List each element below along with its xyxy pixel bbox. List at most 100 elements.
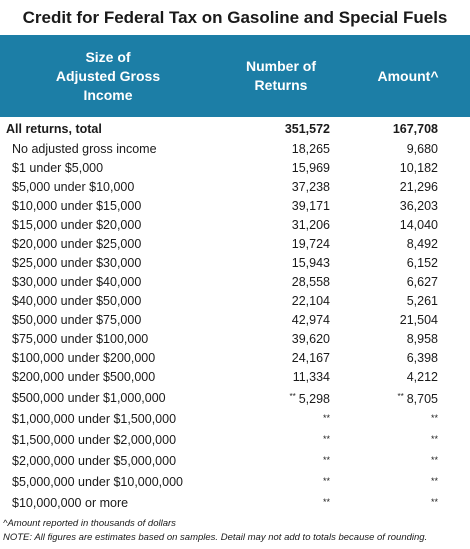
row-amount-cell: **	[346, 409, 470, 430]
table-row: $15,000 under $20,000 31,206 14,040	[0, 216, 470, 235]
footnotes: ^Amount reported in thousands of dollars…	[0, 517, 470, 545]
row-returns-cell: **	[216, 493, 346, 514]
header-agi-size: Size of Adjusted Gross Income	[0, 35, 216, 117]
row-amount-value: 8,492	[406, 237, 438, 251]
row-amount-cell: ** 8,705	[346, 387, 470, 409]
row-returns-cell: 24,167	[216, 349, 346, 368]
row-returns-cell: 18,265	[216, 140, 346, 159]
row-label: $10,000,000 or more	[12, 496, 129, 510]
row-returns-value: 28,558	[291, 275, 330, 289]
row-returns-cell: **	[216, 472, 346, 493]
row-returns-value: 31,206	[291, 218, 330, 232]
header-amount: Amount^	[346, 35, 470, 117]
data-table: Size of Adjusted Gross Income Number of …	[0, 35, 470, 514]
row-returns-cell: 15,969	[216, 159, 346, 178]
row-label: $50,000 under $75,000	[12, 313, 142, 327]
row-returns-cell: 42,974	[216, 311, 346, 330]
row-label: $30,000 under $40,000	[12, 275, 142, 289]
table-row: $10,000 under $15,000 39,171 36,203	[0, 197, 470, 216]
row-label: $200,000 under $500,000	[12, 370, 156, 384]
row-amount-value: **	[430, 455, 438, 465]
row-returns-value: 39,620	[291, 332, 330, 346]
row-amount-cell: **	[346, 430, 470, 451]
row-label: $5,000,000 under $10,000,000	[12, 475, 183, 489]
row-label: $2,000,000 under $5,000,000	[12, 454, 177, 468]
row-label: $500,000 under $1,000,000	[12, 390, 166, 405]
table-row: $5,000,000 under $10,000,000 ** **	[0, 472, 470, 493]
row-returns-cell: 31,206	[216, 216, 346, 235]
row-amount-cell: 6,627	[346, 273, 470, 292]
row-returns-value: **	[322, 434, 330, 444]
row-label: $25,000 under $30,000	[12, 256, 142, 270]
row-label: $10,000 under $15,000	[12, 199, 142, 213]
row-amount-cell: 9,680	[346, 140, 470, 159]
row-returns-value: 11,334	[292, 370, 330, 384]
header-agi-line: Income	[83, 86, 133, 103]
row-amount-cell: 6,152	[346, 254, 470, 273]
table-row: $20,000 under $25,000 19,724 8,492	[0, 235, 470, 254]
total-label: All returns, total	[6, 122, 102, 136]
row-returns-cell: 11,334	[216, 368, 346, 387]
row-returns-value: 22,104	[291, 294, 330, 308]
page-title: Credit for Federal Tax on Gasoline and S…	[22, 8, 448, 27]
row-returns-value: 24,167	[291, 351, 330, 365]
row-returns-cell: 39,171	[216, 197, 346, 216]
table-row: $30,000 under $40,000 28,558 6,627	[0, 273, 470, 292]
row-label: $15,000 under $20,000	[12, 218, 142, 232]
header-amount-line: Amount^	[377, 67, 439, 84]
table-row: $100,000 under $200,000 24,167 6,398	[0, 349, 470, 368]
table-row: $500,000 under $1,000,000 ** 5,298 ** 8,705	[0, 387, 470, 409]
row-amount-value: 4,212	[406, 370, 438, 384]
row-returns-value: 18,265	[291, 142, 330, 156]
row-returns-value: **	[322, 497, 330, 507]
row-returns-cell: ** 5,298	[216, 387, 346, 409]
row-amount-cell: 8,958	[346, 330, 470, 349]
row-amount-value: 21,296	[399, 180, 438, 194]
row-amount-value: **	[430, 413, 438, 423]
table-row: No adjusted gross income 18,265 9,680	[0, 140, 470, 159]
row-returns-value: 37,238	[291, 180, 330, 194]
row-returns-value: **	[322, 455, 330, 465]
row-amount-value: 6,152	[406, 256, 438, 270]
footnote-estimates: NOTE: All figures are estimates based on…	[3, 532, 428, 543]
row-returns-value: 42,974	[291, 313, 330, 327]
table-row: $1,000,000 under $1,500,000 ** **	[0, 409, 470, 430]
row-amount-cell: 14,040	[346, 216, 470, 235]
row-returns-cell: 28,558	[216, 273, 346, 292]
row-amount-value: **	[430, 497, 438, 507]
row-amount-value: 6,627	[406, 275, 438, 289]
header-number-of-returns: Number of Returns	[216, 35, 346, 117]
table-row: $1,500,000 under $2,000,000 ** **	[0, 430, 470, 451]
row-returns-value: 5,298	[298, 392, 330, 406]
header-agi-line: Size of	[85, 48, 131, 65]
table-row: $2,000,000 under $5,000,000 ** **	[0, 451, 470, 472]
row-label: $40,000 under $50,000	[12, 294, 142, 308]
row-returns-value: **	[322, 476, 330, 486]
row-amount-cell: 8,492	[346, 235, 470, 254]
table-row: $1 under $5,000 15,969 10,182	[0, 159, 470, 178]
row-amount-value: 9,680	[406, 142, 438, 156]
row-amount-value: 21,504	[399, 313, 438, 327]
row-label: $1 under $5,000	[12, 161, 104, 175]
estimate-flag: **	[397, 392, 404, 401]
row-returns-cell: **	[216, 451, 346, 472]
total-returns: 351,572	[284, 122, 330, 136]
row-label: $1,000,000 under $1,500,000	[12, 412, 177, 426]
table-row: $50,000 under $75,000 42,974 21,504	[0, 311, 470, 330]
row-label: $5,000 under $10,000	[12, 180, 135, 194]
row-amount-cell: 5,261	[346, 292, 470, 311]
row-label: $75,000 under $100,000	[12, 332, 149, 346]
table-row: $75,000 under $100,000 39,620 8,958	[0, 330, 470, 349]
header-returns-line: Number of	[246, 58, 316, 74]
header-returns-line: Returns	[254, 77, 308, 93]
row-amount-cell: **	[346, 493, 470, 514]
row-label: No adjusted gross income	[12, 142, 157, 156]
row-returns-cell: 37,238	[216, 178, 346, 197]
row-amount-value: **	[430, 476, 438, 486]
table-row: $25,000 under $30,000 15,943 6,152	[0, 254, 470, 273]
row-amount-value: 5,261	[406, 294, 438, 308]
row-returns-value: 19,724	[291, 237, 330, 251]
row-amount-cell: 10,182	[346, 159, 470, 178]
estimate-flag: **	[289, 392, 296, 401]
row-amount-cell: **	[346, 451, 470, 472]
